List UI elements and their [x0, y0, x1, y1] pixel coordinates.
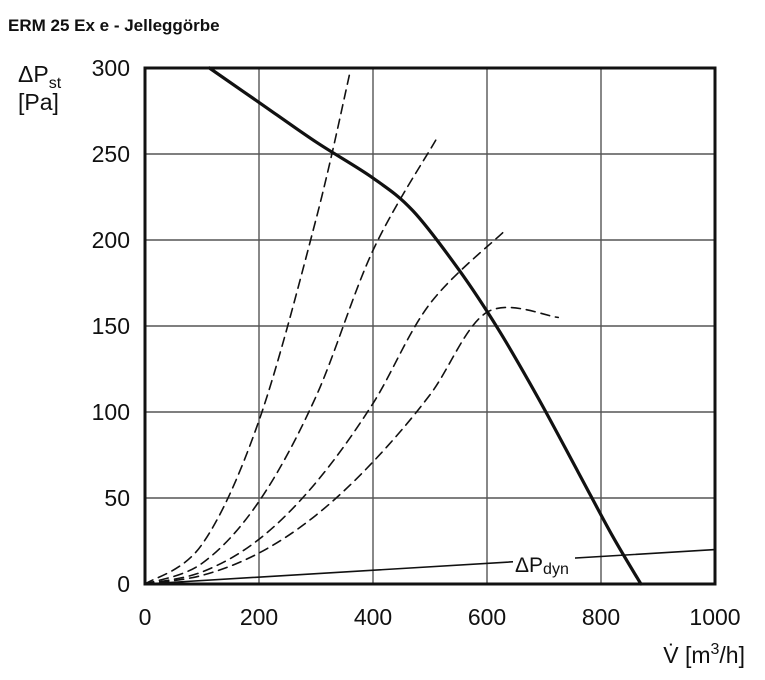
system-curve-line — [144, 70, 351, 585]
x-tick-label: 200 — [240, 604, 278, 630]
system-curve-line — [144, 306, 560, 585]
x-tick-label: 800 — [582, 604, 620, 630]
plot-frame — [143, 66, 717, 586]
chart-title: ERM 25 Ex e - Jelleggörbe — [8, 16, 220, 35]
dyn-label-bg — [513, 551, 575, 577]
x-axis-label-sup: 3 — [711, 641, 720, 658]
dyn-annotation-sub: dyn — [543, 561, 569, 578]
x-axis-label-tail: /h] — [719, 642, 745, 668]
x-tick-label: 1000 — [689, 604, 740, 630]
y-axis-label-delta: ΔP — [18, 61, 49, 87]
y-axis-label-sub: st — [49, 75, 62, 92]
x-tick-label: 400 — [354, 604, 392, 630]
tick-labels: 0 200 400 600 800 1000 0 50 100 150 200 250 300 — [92, 55, 741, 630]
fan-curve-line — [207, 66, 643, 586]
x-axis-label-main: V̇ [m — [663, 642, 710, 668]
y-axis-label: ΔPst — [18, 61, 62, 92]
x-tick-label: 0 — [139, 604, 152, 630]
dyn-annotation-main: ΔP — [515, 554, 543, 577]
y-tick-label: 150 — [92, 313, 130, 339]
dyn-annotation: ΔPdyn — [515, 554, 569, 578]
y-tick-label: 250 — [92, 141, 130, 167]
dynamic-pressure-line — [144, 548, 716, 585]
y-tick-label: 200 — [92, 227, 130, 253]
grid — [144, 67, 716, 585]
y-axis-unit: [Pa] — [18, 89, 59, 115]
series-layer — [144, 66, 716, 586]
y-tick-label: 50 — [104, 485, 130, 511]
x-axis-label: V̇ [m3/h] — [663, 641, 745, 668]
y-tick-label: 0 — [117, 571, 130, 597]
y-tick-label: 100 — [92, 399, 130, 425]
y-tick-label: 300 — [92, 55, 130, 81]
system-curve-line — [144, 139, 437, 585]
system-curve-line — [144, 230, 505, 585]
x-tick-label: 600 — [468, 604, 506, 630]
